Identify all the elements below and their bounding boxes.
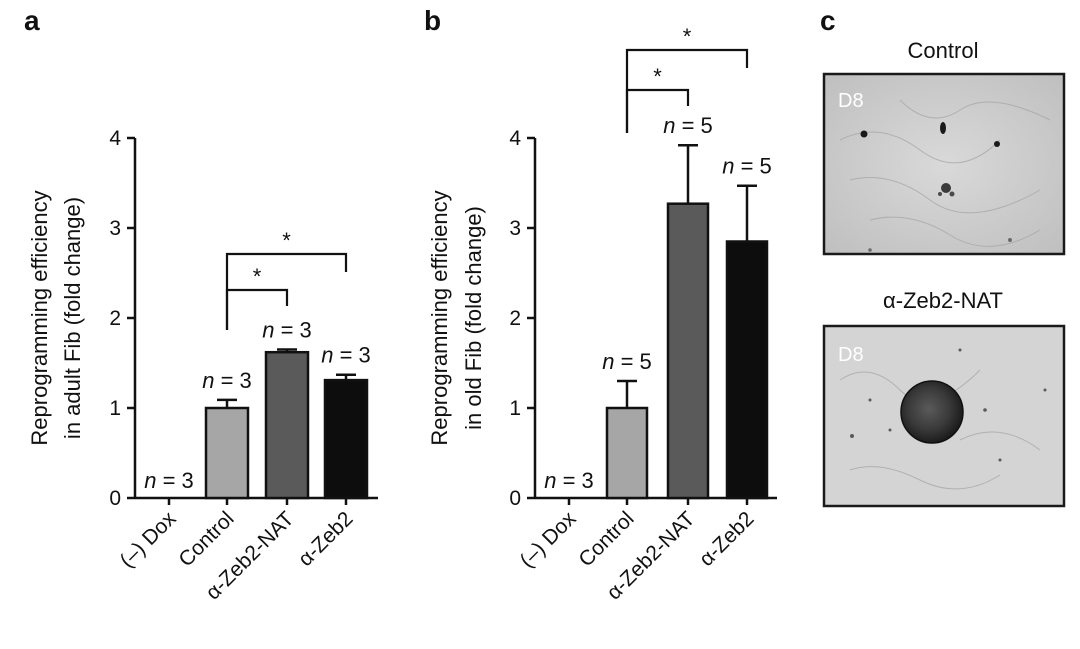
chart-a-y-tick-label: 4 [109, 127, 121, 150]
chart-b-y-axis-title: Reprogramming efficiency [427, 190, 452, 445]
micrograph-title-zeb2-nat: α-Zeb2-NAT [883, 288, 1003, 313]
chart-b-n-label-value: = 3 [556, 468, 593, 493]
chart-a-n-label-value: = 3 [214, 368, 251, 393]
chart-b-n-label: n = 5 [602, 349, 652, 374]
chart-a-y-tick-label: 1 [109, 397, 121, 420]
chart-b-y-tick-label: 0 [509, 487, 521, 510]
chart-b-significance-star: * [683, 24, 692, 49]
chart-b-n-label-symbol: n [663, 113, 675, 138]
chart-a-n-label: n = 3 [262, 318, 312, 343]
chart-a-n-label-symbol: n [144, 468, 156, 493]
chart-a-category-label: (–) Dox [116, 507, 181, 572]
chart-a-n-label: n = 3 [321, 343, 371, 368]
chart-b-n-label-value: = 5 [614, 349, 651, 374]
chart-a-n-label-value: = 3 [156, 468, 193, 493]
chart-b-bar [666, 202, 710, 500]
chart-b-y-tick-label: 2 [509, 307, 521, 330]
chart-a-bar [204, 406, 250, 500]
panel-letter-a: a [24, 5, 40, 36]
panel-letter-b: b [424, 5, 441, 36]
chart-a-y-tick-label: 3 [109, 217, 121, 240]
micrograph-zeb2-nat-specks [850, 348, 1047, 462]
micrograph-zeb2-nat-colony [900, 380, 964, 444]
chart-b-y-tick-label: 3 [509, 217, 521, 240]
chart-b-y-tick-label: 1 [509, 397, 521, 420]
chart-a-y-tick-label: 0 [109, 487, 121, 510]
chart-b-bar [605, 406, 649, 500]
chart-a-y-axis-title: Reprogramming efficiency [27, 190, 52, 445]
panel-letter-c: c [820, 5, 836, 36]
chart-a-significance-star: * [253, 264, 262, 289]
chart-b: 0 1 2 3 4 Reprogramming efficiency in old Fib … [427, 24, 777, 604]
chart-b-n-label-symbol: n [544, 468, 556, 493]
chart-a-y-axis-title: in adult Fib (fold change) [60, 197, 85, 439]
chart-b-y-axis-title: in old Fib (fold change) [461, 206, 486, 430]
chart-a-n-label: n = 3 [202, 368, 252, 393]
chart-a-significance-bracket [225, 252, 348, 330]
chart-b-n-label-value: = 5 [675, 113, 712, 138]
micrograph-zeb2-nat: D8 [822, 324, 1066, 508]
chart-a-n-label-value: = 3 [274, 318, 311, 343]
micrograph-title-control: Control [908, 38, 979, 63]
chart-a-n-label-symbol: n [202, 368, 214, 393]
chart-a-n-label-symbol: n [262, 318, 274, 343]
chart-a-bar [264, 350, 310, 500]
chart-b-category-label: α-Zeb2 [695, 507, 759, 571]
chart-a-n-label: n = 3 [144, 468, 194, 493]
micrograph-control-frame [822, 72, 1066, 256]
chart-a-category-label: α-Zeb2 [294, 507, 358, 571]
chart-a-n-label-value: = 3 [333, 343, 370, 368]
micrograph-zeb2-nat-day-label: D8 [838, 344, 864, 366]
chart-a-y-tick-label: 2 [109, 307, 121, 330]
chart-a: 0 1 2 3 4 Reprogramming efficiency in adult Fi… [27, 127, 378, 604]
chart-b-bar [725, 240, 769, 500]
micrograph-control-cells [860, 122, 1012, 252]
chart-b-n-label: n = 5 [722, 154, 772, 179]
chart-b-n-label: n = 3 [544, 468, 594, 493]
chart-b-n-label-value: = 5 [734, 154, 771, 179]
chart-a-significance-star: * [282, 228, 291, 253]
chart-b-n-label-symbol: n [602, 349, 614, 374]
chart-a-n-label-symbol: n [321, 343, 333, 368]
chart-b-n-label-symbol: n [722, 154, 734, 179]
chart-b-significance-bracket [625, 48, 749, 133]
chart-b-y-tick-label: 4 [509, 127, 521, 150]
chart-b-category-label: (–) Dox [516, 507, 581, 572]
micrograph-control-day-label: D8 [838, 90, 864, 112]
chart-b-n-label: n = 5 [663, 113, 713, 138]
chart-b-significance-star: * [653, 64, 662, 89]
micrograph-control: D8 [822, 72, 1066, 256]
chart-a-bar [323, 378, 369, 500]
